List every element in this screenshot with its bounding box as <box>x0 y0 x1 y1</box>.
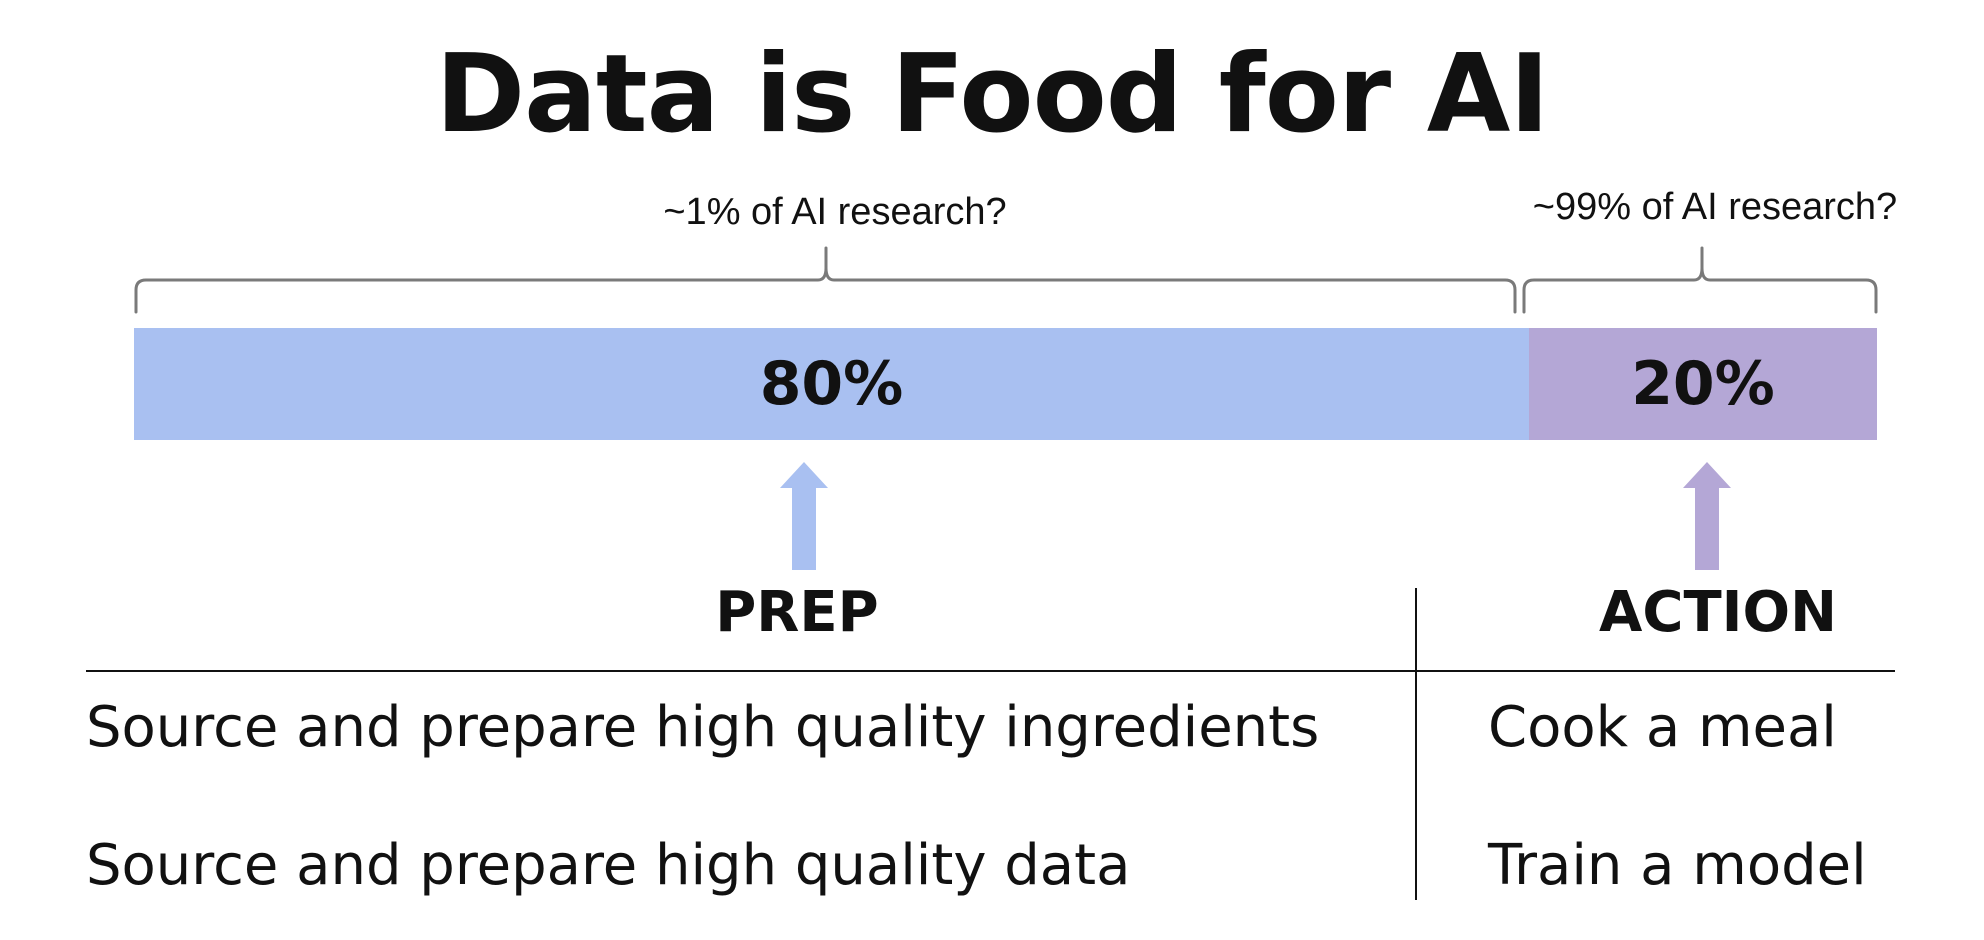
action-brace <box>1522 246 1878 314</box>
prep-share-segment: 80% <box>134 328 1529 440</box>
annotation-action-research-share: ~99% of AI research? <box>1532 186 1898 228</box>
table-cell-action: Cook a meal <box>1488 695 1837 760</box>
prep-arrow-icon <box>780 462 828 570</box>
column-header-action: ACTION <box>1599 580 1837 645</box>
table-cell-prep: Source and prepare high quality ingredie… <box>86 695 1320 760</box>
column-header-prep: PREP <box>715 580 879 645</box>
annotation-prep-research-share: ~1% of AI research? <box>663 191 1007 233</box>
prep-share-label: 80% <box>759 349 904 419</box>
action-arrow-icon <box>1683 462 1731 570</box>
table-cell-prep: Source and prepare high quality data <box>86 833 1131 898</box>
page-title: Data is Food for AI <box>435 32 1549 157</box>
table-column-divider <box>1415 588 1417 900</box>
prep-brace <box>134 246 1517 314</box>
table-cell-action: Train a model <box>1488 833 1867 898</box>
action-share-segment: 20% <box>1529 328 1877 440</box>
action-share-label: 20% <box>1631 349 1775 419</box>
table-header-divider <box>86 670 1895 672</box>
